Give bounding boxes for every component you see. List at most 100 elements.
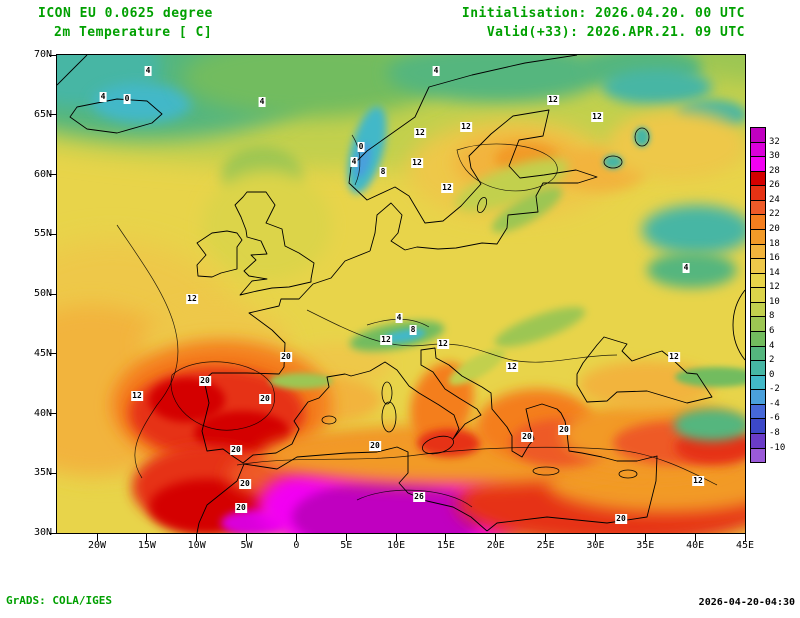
colorbar-tick-label: 12 — [769, 282, 780, 293]
lat-tick — [49, 233, 56, 235]
lon-tick-label: 0 — [293, 540, 300, 551]
colorbar-tick-label: 22 — [769, 209, 780, 220]
colorbar-cell — [750, 447, 766, 464]
colorbar-tick-label: -8 — [769, 428, 780, 438]
generation-timestamp: 2026-04-20-04:30 — [698, 597, 795, 608]
lat-tick-label: 55N — [33, 228, 52, 240]
colorbar-cell — [750, 301, 766, 318]
lat-tick-label: 60N — [33, 168, 52, 180]
colorbar-tick-label: 24 — [769, 194, 780, 205]
colorbar-cell — [750, 331, 766, 347]
colorbar-tick-label: 30 — [769, 151, 780, 162]
lon-tick — [246, 534, 248, 541]
lon-tick — [395, 534, 397, 541]
colorbar-tick-label: 4 — [769, 340, 775, 351]
lat-tick — [49, 54, 56, 56]
lat-tick-label: 50N — [33, 288, 52, 299]
lon-tick-label: 35E — [636, 540, 655, 551]
lon-tick-label: 15W — [137, 540, 156, 551]
colorbar-tick-label: 6 — [769, 326, 775, 336]
colorbar-cell — [750, 156, 766, 172]
lat-tick — [49, 353, 56, 355]
lat-tick — [49, 472, 56, 474]
colorbar-tick-label: 28 — [769, 165, 780, 176]
colorbar-cell — [750, 433, 766, 449]
lat-tick — [49, 114, 56, 116]
colorbar-tick-label: 14 — [769, 267, 780, 278]
lon-tick-label: 45E — [735, 540, 755, 551]
colorbar-tick-label: -4 — [769, 398, 780, 409]
lon-tick-label: 30E — [586, 540, 605, 551]
lon-tick-label: 5E — [340, 540, 353, 551]
lat-tick-label: 30N — [33, 527, 52, 538]
lat-tick-label: 65N — [33, 108, 52, 120]
colorbar-cell — [750, 141, 766, 158]
lon-tick — [495, 534, 497, 541]
lon-tick — [545, 534, 547, 541]
grads-credit: GrADS: COLA/IGES — [6, 594, 112, 607]
colorbar-cell — [750, 214, 766, 230]
valid-time-label: Valid(+33): 2026.APR.21. 09 UTC — [486, 25, 745, 40]
lon-tick-label: 20W — [87, 540, 107, 551]
temperature-shading-map — [57, 55, 745, 533]
colorbar-cell — [750, 243, 766, 260]
map-plot-area — [56, 54, 746, 534]
lat-tick-label: 40N — [33, 407, 52, 419]
colorbar-cell — [750, 374, 766, 391]
colorbar-cell — [750, 272, 766, 289]
lon-tick — [744, 534, 746, 541]
lon-tick — [694, 534, 696, 541]
colorbar-tick-label: -2 — [769, 384, 780, 395]
colorbar-cell — [750, 170, 766, 187]
colorbar-cell — [750, 229, 766, 245]
lon-tick — [146, 534, 148, 541]
lat-tick-label: 70N — [33, 49, 52, 60]
colorbar-tick-label: 10 — [769, 296, 780, 307]
model-title: ICON EU 0.0625 degree — [38, 6, 213, 21]
colorbar-cell — [750, 287, 766, 303]
colorbar-tick-label: -6 — [769, 413, 780, 424]
lon-tick-label: 10E — [387, 540, 406, 551]
lat-tick-label: 45N — [33, 347, 52, 359]
lon-tick-label: 40E — [686, 540, 705, 551]
colorbar-tick-label: 8 — [769, 311, 775, 322]
lon-tick — [196, 534, 198, 541]
lon-tick — [644, 534, 646, 541]
colorbar-cell — [750, 127, 766, 143]
colorbar-tick-label: 0 — [769, 369, 775, 380]
colorbar-cell — [750, 418, 766, 434]
colorbar-tick-label: 16 — [769, 253, 780, 264]
lon-tick — [445, 534, 447, 541]
lon-tick — [295, 534, 297, 541]
lon-tick — [594, 534, 596, 541]
colorbar-cell — [750, 185, 766, 201]
lat-tick-label: 35N — [33, 467, 52, 479]
colorbar-cell — [750, 360, 766, 376]
lon-tick — [345, 534, 347, 541]
colorbar-cell — [750, 199, 766, 216]
colorbar-tick-label: 32 — [769, 136, 780, 147]
lat-tick — [49, 293, 56, 295]
lat-tick — [49, 174, 56, 175]
colorbar-cell — [750, 389, 766, 405]
lon-tick — [96, 534, 98, 541]
colorbar-tick-label: 2 — [769, 355, 775, 366]
lat-tick — [49, 413, 56, 414]
lon-tick-label: 5W — [240, 540, 253, 551]
initialisation-label: Initialisation: 2026.04.20. 00 UTC — [461, 6, 745, 21]
colorbar-tick-label: 20 — [769, 224, 780, 234]
lon-tick-label: 25E — [536, 540, 555, 551]
colorbar-tick-label: -10 — [769, 442, 786, 453]
lon-tick-label: 15E — [436, 540, 455, 551]
colorbar-cell — [750, 316, 766, 332]
colorbar-tick-label: 26 — [769, 180, 780, 191]
variable-title: 2m Temperature [ C] — [54, 25, 213, 40]
lon-tick-label: 10W — [187, 540, 206, 551]
colorbar-tick-label: 18 — [769, 238, 780, 249]
lat-tick — [49, 532, 56, 534]
colorbar-cell — [750, 258, 766, 274]
colorbar-cell — [750, 345, 766, 362]
lon-tick-label: 20E — [486, 540, 505, 551]
colorbar-cell — [750, 403, 766, 420]
